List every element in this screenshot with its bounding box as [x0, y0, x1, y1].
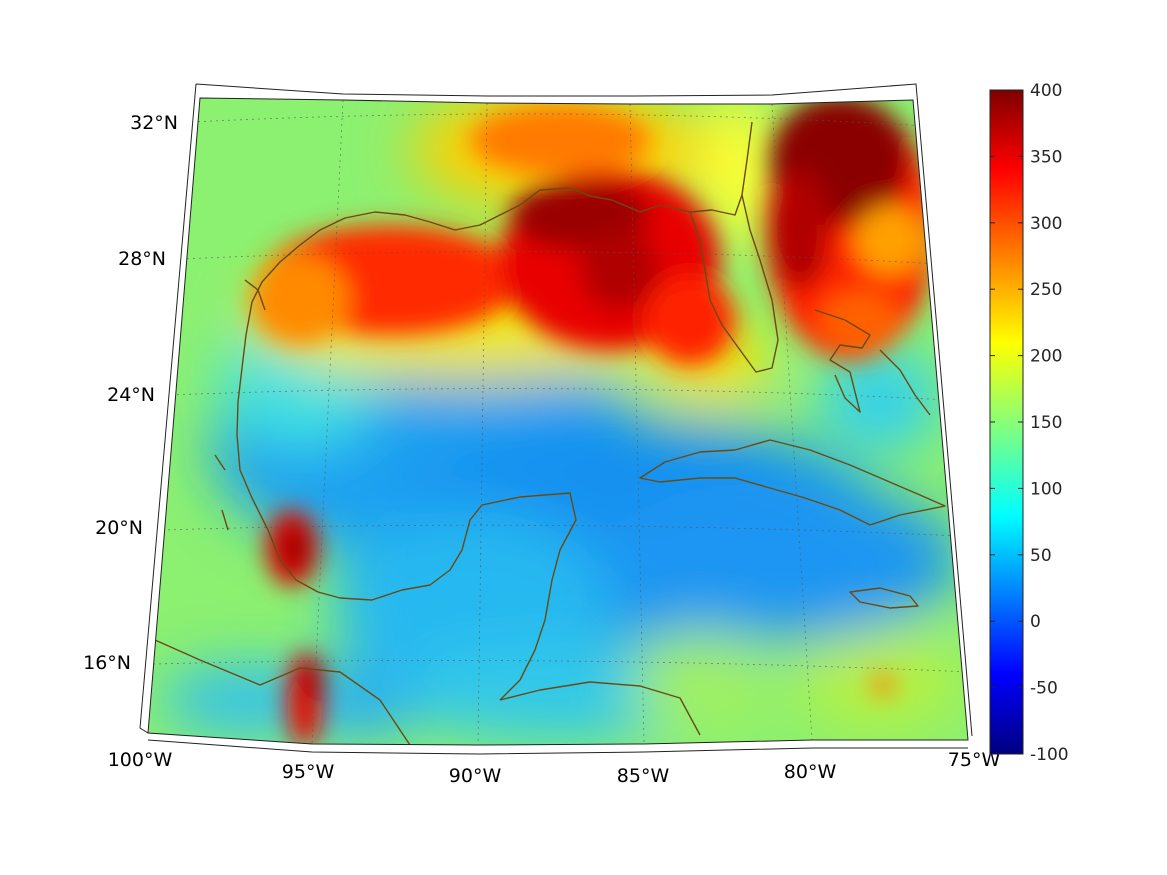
lat-tick-28n: 28°N — [118, 248, 166, 270]
colorbar: 400 350 300 250 200 150 100 50 0 -50 -100 — [989, 81, 1069, 765]
lon-tick-85w: 85°W — [617, 765, 670, 787]
florida-peninsula-coast — [689, 194, 779, 373]
colorbar-tick-label: 150 — [1030, 413, 1062, 433]
colorbar-tick-label: 350 — [1030, 147, 1062, 167]
map-frame-outer — [139, 83, 973, 755]
lon-tick-90w: 90°W — [449, 765, 502, 787]
lat-tick-20n: 20°N — [95, 517, 143, 539]
map-frame — [147, 97, 969, 746]
lat-tick-labels: 32°N 28°N 24°N 20°N 16°N — [83, 112, 178, 674]
cuba-coast — [639, 439, 946, 526]
colorbar-tick-label: 0 — [1030, 612, 1041, 632]
colorbar-ramp — [989, 89, 1024, 755]
mexico-interior-border — [214, 279, 266, 531]
jamaica-coast — [849, 587, 919, 609]
lon-tick-100w: 100°W — [108, 749, 173, 771]
lon-tick-95w: 95°W — [282, 761, 335, 783]
lat-tick-32n: 32°N — [130, 112, 178, 134]
lon-tick-80w: 80°W — [784, 761, 837, 783]
colorbar-tick-label: -100 — [1030, 745, 1069, 765]
central-america-coast — [154, 639, 701, 745]
lon-tick-labels: 100°W 95°W 90°W 85°W 80°W 75°W — [108, 749, 1001, 787]
heatmap-field — [148, 98, 968, 745]
bahamas-coast — [814, 309, 931, 416]
colorbar-tick-label: 100 — [1030, 479, 1062, 499]
colorbar-ticks: 400 350 300 250 200 150 100 50 0 -50 -100 — [990, 81, 1069, 765]
colorbar-tick-label: 400 — [1030, 81, 1062, 101]
colorbar-tick-label: 250 — [1030, 280, 1062, 300]
lat-tick-16n: 16°N — [83, 652, 131, 674]
colorbar-tick-label: 300 — [1030, 214, 1062, 234]
lon-tick-75w: 75°W — [948, 749, 1001, 771]
coastlines — [154, 121, 946, 745]
colorbar-tick-label: 200 — [1030, 347, 1062, 367]
colorbar-tick-label: 50 — [1030, 546, 1052, 566]
gulf-coast-us-mexico — [236, 121, 753, 701]
lat-tick-24n: 24°N — [107, 384, 155, 406]
graticule — [152, 99, 968, 745]
colorbar-tick-label: -50 — [1030, 679, 1058, 699]
